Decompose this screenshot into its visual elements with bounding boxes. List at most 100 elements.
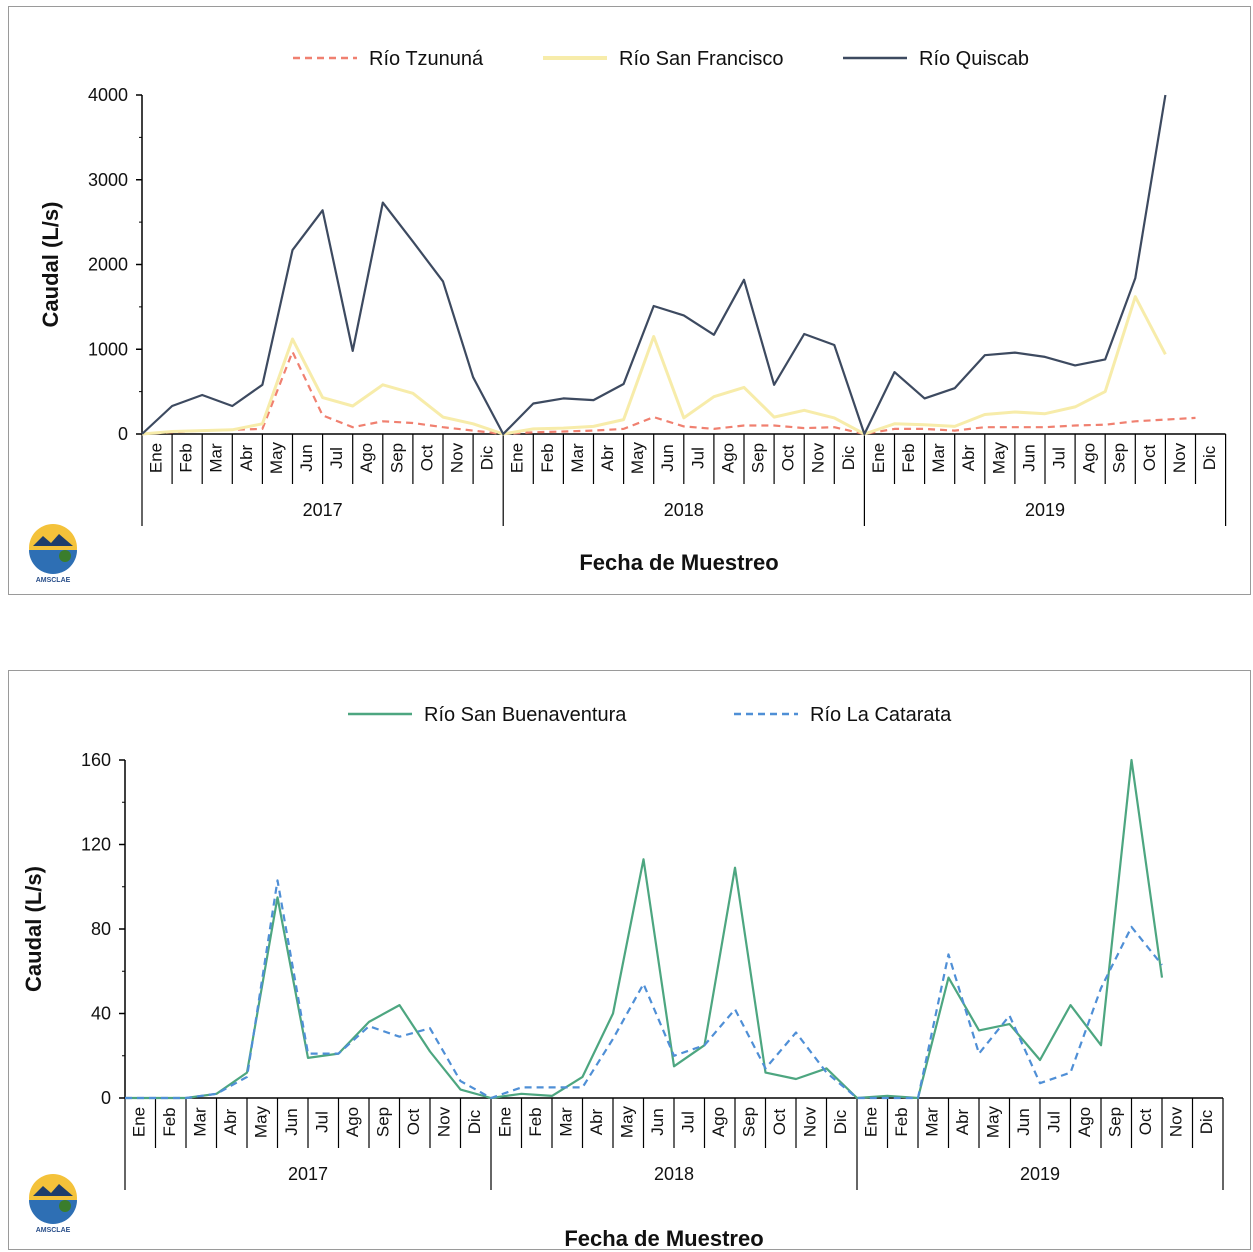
x-month-label: Jul: [1045, 1111, 1064, 1133]
x-month-label: Jul: [688, 447, 707, 469]
series-line: [125, 758, 1164, 1100]
x-month-label: Mar: [568, 443, 587, 473]
x-month-label: Dic: [465, 1109, 484, 1134]
x-month-label: Ago: [709, 1107, 728, 1137]
x-axis-title: Fecha de Muestreo: [564, 1226, 763, 1249]
x-month-label: May: [984, 1105, 1003, 1138]
chart-bottom-svg: 0 40 80 120 160 Ene Feb Mar Abr May Jun Jul Ago Sep Oc…: [21, 704, 1224, 1249]
x-month-label: Abr: [221, 1108, 240, 1135]
y-tick-label: 2000: [88, 255, 128, 275]
x-month-label: Ene: [496, 1107, 515, 1137]
x-month-label: Dic: [478, 445, 497, 470]
x-month-label: Ago: [343, 1107, 362, 1137]
x-month-label: Abr: [959, 444, 978, 471]
x-month-label: May: [618, 1105, 637, 1138]
y-tick-label: 4000: [88, 85, 128, 105]
x-month-label: Mar: [207, 443, 226, 473]
logo-tree: [59, 550, 71, 562]
x-month-label: Sep: [387, 443, 406, 473]
series-line: [141, 295, 1167, 436]
x-month-label: Ene: [130, 1107, 149, 1137]
x-month-label: Nov: [1170, 442, 1189, 473]
logo-text: AMSCLAE: [36, 577, 71, 584]
x-month-label: Nov: [1167, 1106, 1186, 1137]
x-month-label: Abr: [953, 1108, 972, 1135]
x-month-label: May: [628, 441, 647, 474]
amsclae-logo-icon: [29, 524, 77, 574]
x-month-label: Jul: [327, 447, 346, 469]
logo-tree: [59, 1200, 71, 1212]
y-tick-label: 40: [91, 1004, 111, 1024]
x-month-label: Ene: [862, 1107, 881, 1137]
x-month-label: Ene: [147, 443, 166, 473]
legend-label: Río La Catarata: [810, 704, 952, 726]
x-month-label: Oct: [417, 445, 436, 472]
x-month-label: Dic: [1197, 1109, 1216, 1134]
x-month-label: Abr: [587, 1108, 606, 1135]
x-month-label: Mar: [929, 443, 948, 473]
x-month-label: Feb: [177, 443, 196, 472]
y-tick-label: 120: [81, 835, 111, 855]
y-tick-label: 3000: [88, 170, 128, 190]
series-line: [141, 94, 1167, 436]
x-month-label: Feb: [160, 1107, 179, 1136]
y-axis-title: Caudal (L/s): [38, 202, 63, 328]
x-month-label: Sep: [740, 1107, 759, 1137]
legend-label: Río San Buenaventura: [424, 704, 627, 726]
chart-top-svg: 0 1000 2000 3000 4000 Ene Feb Mar Abr May Jun Jul Ag…: [29, 48, 1227, 584]
x-month-label: Nov: [448, 442, 467, 473]
x-year-label: 2019: [1020, 1164, 1060, 1184]
x-month-label: Sep: [374, 1107, 393, 1137]
x-year-label: 2018: [654, 1164, 694, 1184]
amsclae-logo-icon: [29, 1174, 77, 1224]
x-month-label: May: [267, 441, 286, 474]
x-month-label: Jul: [679, 1111, 698, 1133]
x-month-label: Jun: [282, 1108, 301, 1135]
x-month-label: Dic: [1200, 445, 1219, 470]
x-month-label: Ago: [357, 443, 376, 473]
x-month-label: Dic: [831, 1109, 850, 1134]
x-month-label: Ene: [508, 443, 527, 473]
x-year-label: 2017: [288, 1164, 328, 1184]
x-year-label: 2019: [1025, 500, 1065, 520]
x-month-label: May: [989, 441, 1008, 474]
x-month-label: Feb: [538, 443, 557, 472]
x-month-label: Jun: [648, 1108, 667, 1135]
legend-label: Río San Francisco: [619, 48, 784, 70]
x-year-label: 2017: [303, 500, 343, 520]
x-month-label: Jul: [313, 1111, 332, 1133]
x-month-label: Jun: [1019, 444, 1038, 471]
x-month-label: Jun: [297, 444, 316, 471]
y-tick-label: 1000: [88, 339, 128, 359]
x-month-label: Nov: [809, 442, 828, 473]
x-month-label: Jul: [1050, 447, 1069, 469]
x-month-label: Oct: [404, 1109, 423, 1136]
x-month-label: Oct: [1140, 445, 1159, 472]
series-line: [141, 350, 1196, 436]
x-month-label: Abr: [237, 444, 256, 471]
x-month-label: Ene: [869, 443, 888, 473]
series-line: [125, 879, 1163, 1100]
x-month-label: Jun: [1014, 1108, 1033, 1135]
y-tick-label: 160: [81, 750, 111, 770]
x-month-label: Sep: [1110, 443, 1129, 473]
logo-mountains: [33, 534, 73, 546]
x-month-label: May: [252, 1105, 271, 1138]
legend-label: Río Quiscab: [919, 48, 1029, 70]
x-month-label: Ago: [718, 443, 737, 473]
y-tick-label: 0: [101, 1088, 111, 1108]
chart-panel-bottom: 0 40 80 120 160 Ene Feb Mar Abr May Jun Jul Ago Sep Oc…: [8, 670, 1251, 1250]
x-month-label: Feb: [899, 443, 918, 472]
x-month-label: Sep: [749, 443, 768, 473]
x-month-label: Oct: [779, 445, 798, 472]
chart-panel-top: 0 1000 2000 3000 4000 Ene Feb Mar Abr May Jun Jul Ag…: [8, 6, 1251, 595]
x-month-label: Sep: [1106, 1107, 1125, 1137]
x-month-label: Feb: [526, 1107, 545, 1136]
legend-label: Río Tzununá: [369, 48, 484, 70]
x-month-label: Mar: [191, 1107, 210, 1137]
y-tick-label: 0: [118, 424, 128, 444]
x-month-label: Ago: [1075, 1107, 1094, 1137]
y-tick-label: 80: [91, 919, 111, 939]
x-year-label: 2018: [664, 500, 704, 520]
x-month-label: Ago: [1080, 443, 1099, 473]
